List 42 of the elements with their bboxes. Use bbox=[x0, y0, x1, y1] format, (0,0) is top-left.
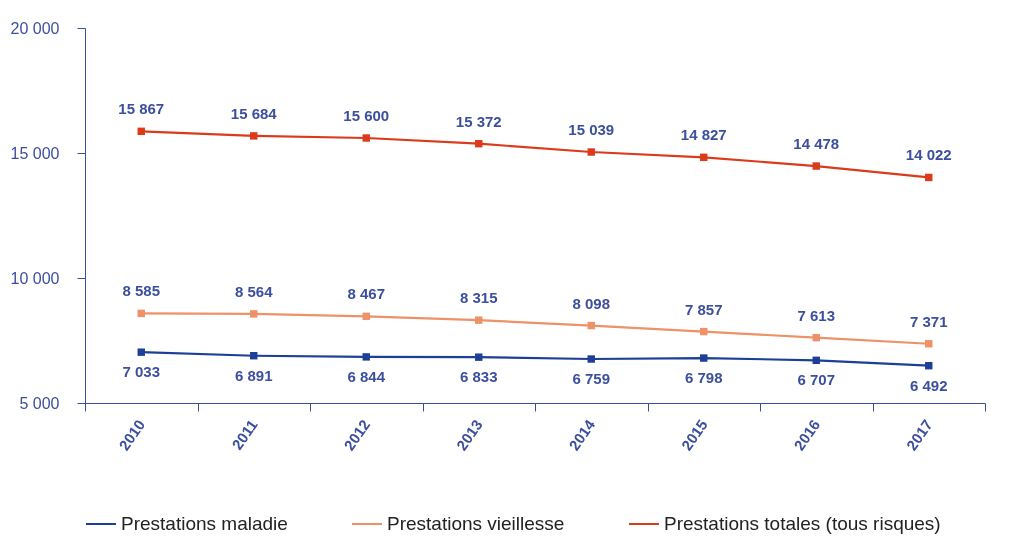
data-label: 7 033 bbox=[122, 363, 161, 381]
data-label: 7 613 bbox=[797, 306, 836, 324]
point bbox=[362, 353, 370, 361]
point bbox=[812, 162, 820, 170]
data-label: 15 039 bbox=[568, 121, 615, 139]
point bbox=[137, 348, 145, 356]
data-label: 8 467 bbox=[347, 285, 386, 303]
data-label: 6 798 bbox=[684, 369, 723, 387]
point bbox=[475, 316, 483, 324]
data-label: 6 492 bbox=[909, 376, 948, 394]
data-label: 8 315 bbox=[459, 289, 498, 307]
data-label: 6 844 bbox=[347, 367, 386, 385]
data-label: 15 867 bbox=[118, 100, 165, 118]
legend-label: Prestations totales (tous risques) bbox=[664, 513, 941, 534]
point bbox=[250, 310, 258, 318]
data-label: 6 891 bbox=[234, 366, 273, 384]
point bbox=[475, 353, 483, 361]
legend-label: Prestations vieillesse bbox=[387, 513, 565, 534]
data-label: 8 585 bbox=[122, 282, 161, 300]
point bbox=[587, 355, 595, 363]
point bbox=[700, 354, 708, 362]
y-tick-label: 20 000 bbox=[10, 19, 60, 37]
data-label: 15 600 bbox=[343, 107, 390, 124]
data-label: 8 564 bbox=[234, 282, 274, 300]
data-label: 15 684 bbox=[230, 104, 278, 122]
data-label: 7 857 bbox=[684, 300, 723, 318]
data-label: 8 098 bbox=[572, 294, 611, 312]
data-label: 14 478 bbox=[793, 135, 840, 153]
point bbox=[250, 132, 258, 140]
point bbox=[362, 134, 370, 142]
data-label: 6 759 bbox=[572, 370, 611, 388]
point bbox=[587, 148, 595, 156]
y-tick-label: 15 000 bbox=[10, 144, 60, 162]
y-tick-label: 10 000 bbox=[10, 269, 60, 287]
data-label: 15 372 bbox=[455, 112, 502, 130]
data-label: 14 022 bbox=[905, 146, 952, 164]
data-label: 6 833 bbox=[459, 368, 498, 386]
data-label: 14 827 bbox=[680, 126, 727, 144]
legend-label: Prestations maladie bbox=[121, 513, 288, 534]
data-label: 7 371 bbox=[909, 312, 948, 330]
y-tick-label: 5 000 bbox=[19, 394, 60, 412]
data-label: 6 707 bbox=[797, 371, 836, 389]
